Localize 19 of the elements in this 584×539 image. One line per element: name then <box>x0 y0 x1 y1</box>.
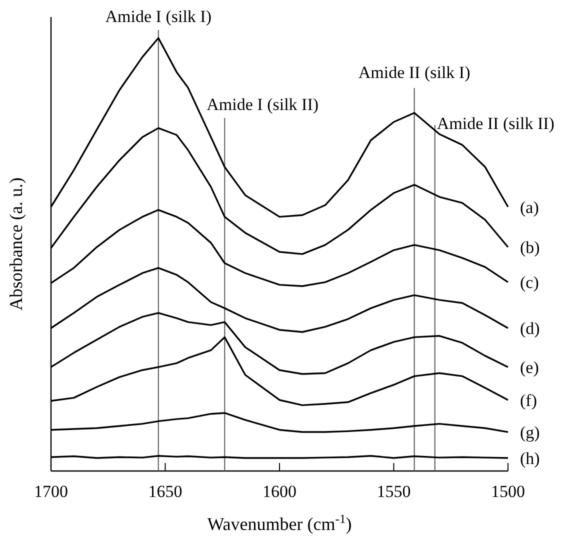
ref-line-label: Amide I (silk I) <box>105 7 212 26</box>
ref-line-label: Amide II (silk I) <box>358 63 470 82</box>
x-tick-label: 1550 <box>376 482 411 502</box>
series-label: (g) <box>520 423 540 442</box>
ref-line-label: Amide I (silk II) <box>206 95 319 114</box>
series-label: (e) <box>520 358 539 378</box>
series-label: (h) <box>520 449 540 468</box>
x-tick-label: 1500 <box>491 482 525 502</box>
y-axis-title: Absorbance (a. u.) <box>6 178 26 310</box>
x-tick-label: 1600 <box>262 482 296 502</box>
x-tick-label: 1650 <box>148 482 182 502</box>
series-label: (a) <box>520 198 539 217</box>
series-label: (b) <box>520 238 540 258</box>
ref-line-label: Amide II (silk II) <box>436 114 554 133</box>
x-axis-title: Wavenumber (cm$^{-1}$) <box>207 512 352 534</box>
x-tick-label: 1700 <box>34 482 68 502</box>
series-label: (d) <box>520 319 540 338</box>
series-label: (f) <box>520 390 537 410</box>
series-label: (c) <box>520 273 539 292</box>
